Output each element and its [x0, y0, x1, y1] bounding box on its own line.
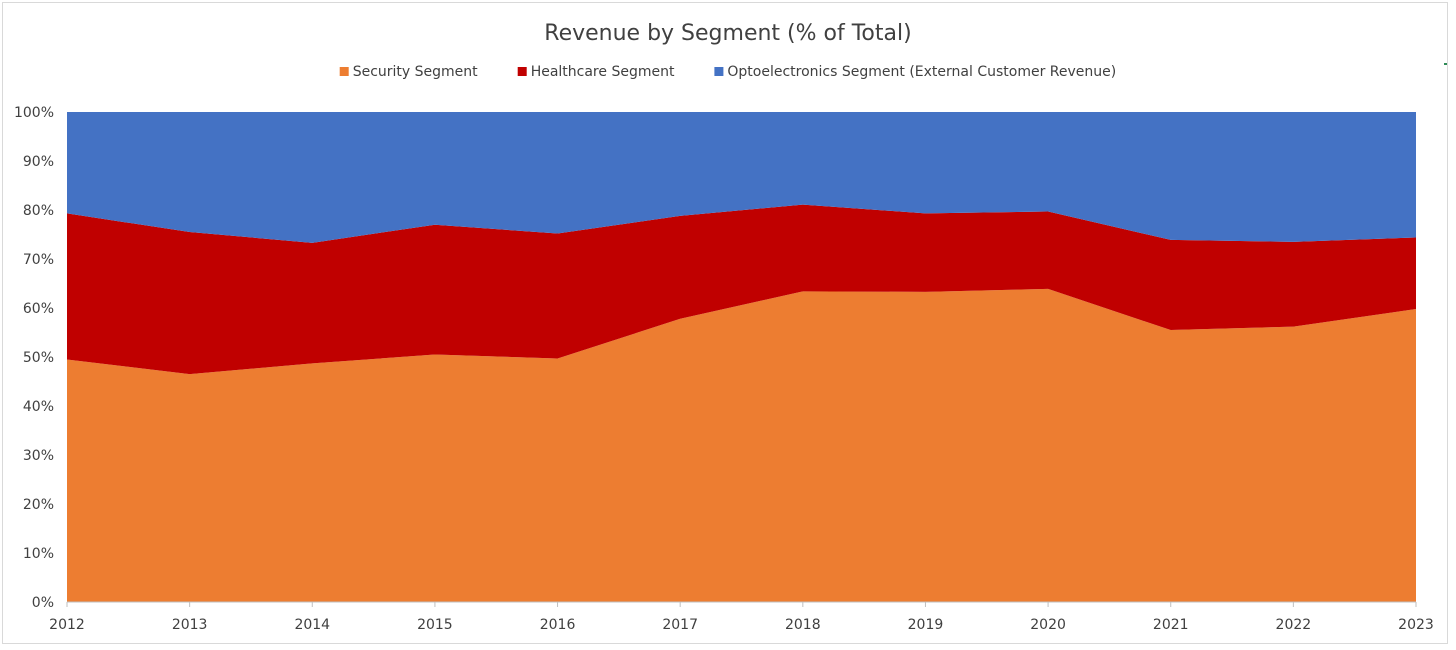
legend-swatch-optoelectronics-segment-external-customer-revenue — [714, 67, 724, 76]
x-tick-label-2021: 2021 — [1153, 617, 1189, 633]
area-healthcare-segment — [67, 204, 1416, 375]
x-tick-label-2018: 2018 — [785, 617, 821, 633]
y-tick-label-70: 70% — [23, 252, 54, 268]
area-security-segment — [67, 288, 1416, 602]
legend-label-security-segment: Security Segment — [353, 64, 478, 80]
y-tick-label-60: 60% — [23, 301, 54, 317]
y-tick-label-80: 80% — [23, 203, 54, 219]
y-tick-label-0: 0% — [32, 595, 54, 611]
x-tick-label-2012: 2012 — [49, 617, 85, 633]
legend-label-healthcare-segment: Healthcare Segment — [531, 64, 675, 80]
plot-areas — [67, 112, 1416, 602]
x-tick-label-2016: 2016 — [540, 617, 576, 633]
x-tick-label-2023: 2023 — [1398, 617, 1434, 633]
area-chart: Revenue by Segment (% of Total) Security… — [14, 21, 1434, 633]
legend-swatch-healthcare-segment — [517, 67, 527, 76]
x-tick-label-2022: 2022 — [1276, 617, 1312, 633]
y-tick-label-20: 20% — [23, 497, 54, 513]
legend-swatch-security-segment — [339, 67, 349, 76]
legend-item-security-segment: Security Segment — [339, 64, 478, 80]
y-tick-label-30: 30% — [23, 448, 54, 464]
y-tick-label-10: 10% — [23, 546, 54, 562]
chart-title: Revenue by Segment (% of Total) — [544, 21, 911, 46]
y-tick-label-40: 40% — [23, 399, 54, 415]
legend: Security Segment Healthcare Segment Optoel… — [339, 64, 1116, 80]
legend-label-optoelectronics-segment-external-customer-revenue: Optoelectronics Segment (External Custom… — [727, 64, 1116, 80]
axes: 2012 2013 2014 2015 2016 2017 2018 2019 2020 2021… — [14, 105, 1434, 633]
area-optoelectronics-segment-external-customer-revenue — [67, 112, 1416, 243]
legend-item-optoelectronics-segment-external-customer-revenue: Optoelectronics Segment (External Custom… — [714, 64, 1116, 80]
edge-accent — [1444, 63, 1447, 65]
legend-item-healthcare-segment: Healthcare Segment — [517, 64, 675, 80]
y-tick-label-90: 90% — [23, 154, 54, 170]
y-tick-label-50: 50% — [23, 350, 54, 366]
x-tick-label-2014: 2014 — [294, 617, 330, 633]
x-tick-label-2020: 2020 — [1030, 617, 1066, 633]
x-tick-label-2019: 2019 — [908, 617, 944, 633]
x-tick-label-2017: 2017 — [662, 617, 698, 633]
x-tick-label-2013: 2013 — [172, 617, 208, 633]
x-tick-label-2015: 2015 — [417, 617, 453, 633]
y-tick-label-100: 100% — [14, 105, 54, 121]
